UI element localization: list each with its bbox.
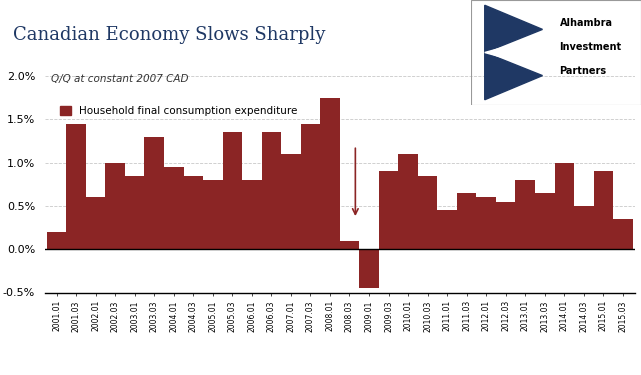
- Polygon shape: [485, 5, 542, 52]
- Legend: Household final consumption expenditure: Household final consumption expenditure: [56, 102, 301, 120]
- Text: Q/Q at constant 2007 CAD: Q/Q at constant 2007 CAD: [51, 74, 188, 84]
- Text: Canadian Economy Slows Sharply: Canadian Economy Slows Sharply: [13, 26, 325, 44]
- Polygon shape: [485, 53, 542, 100]
- Text: Alhambra: Alhambra: [560, 18, 612, 28]
- Text: Partners: Partners: [560, 66, 606, 76]
- Text: Investment: Investment: [560, 42, 622, 52]
- Polygon shape: [485, 40, 531, 65]
